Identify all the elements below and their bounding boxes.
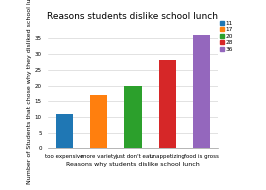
Bar xyxy=(193,35,210,148)
Bar xyxy=(159,60,176,148)
Legend: 11, 17, 20, 28, 36: 11, 17, 20, 28, 36 xyxy=(220,20,234,52)
Y-axis label: Number of Students that chose why they disliked school lunch: Number of Students that chose why they d… xyxy=(27,0,32,184)
Bar xyxy=(124,86,142,148)
Bar xyxy=(56,114,73,148)
X-axis label: Reasons why students dislike school lunch: Reasons why students dislike school lunc… xyxy=(66,162,200,167)
Title: Reasons students dislike school lunch: Reasons students dislike school lunch xyxy=(48,12,218,21)
Bar xyxy=(90,95,107,148)
